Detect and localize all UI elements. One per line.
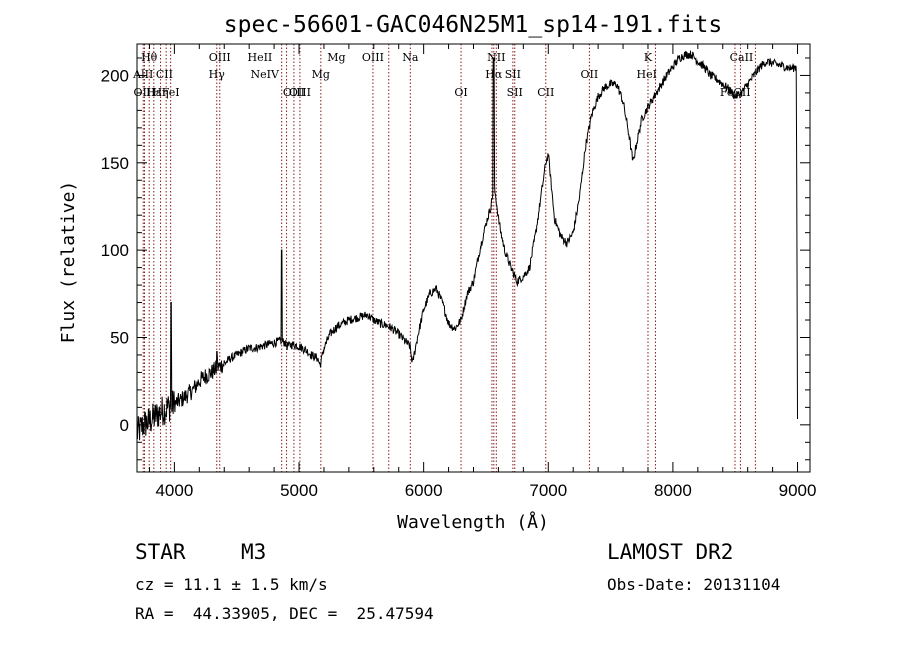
x-tick-label: 6000 [405, 481, 443, 500]
x-tick-label: 9000 [779, 481, 817, 500]
object-class: STAR [135, 540, 186, 564]
observation-date: Obs-Date: 20131104 [607, 575, 781, 594]
spectrum-series [136, 50, 798, 441]
line-labels: HθAlIIOIIIHεHηCIIFeIOIIIHγHeIINeIVOIIIOI… [132, 51, 753, 99]
x-tick-label: 7000 [529, 481, 567, 500]
x-tick-label: 5000 [280, 481, 318, 500]
line-label: OIII [133, 86, 155, 99]
survey-name: LAMOST DR2 [607, 540, 734, 564]
x-axis-label: Wavelength (Å) [397, 511, 549, 533]
line-label: AlII [132, 68, 153, 81]
x-tick-label: 4000 [155, 481, 193, 500]
y-tick-label: 0 [120, 416, 129, 435]
line-label: NII [487, 51, 505, 64]
coordinates: RA = 44.33905, DEC = 25.47594 [135, 604, 434, 623]
line-label: Mg [312, 68, 330, 81]
line-label: OII [581, 68, 599, 81]
line-label: FeI [162, 86, 180, 99]
line-label: CII [537, 86, 554, 99]
line-label: Hγ [209, 68, 226, 81]
line-label: OI [454, 86, 467, 99]
line-markers [142, 44, 756, 472]
line-label: NeIV [251, 68, 280, 81]
line-label: OIII [289, 86, 311, 99]
x-axis: 4000 5000 6000 7000 8000 9000 [148, 44, 817, 500]
y-axis-label: Flux (relative) [58, 181, 79, 344]
line-label: CII [156, 68, 173, 81]
chart-title: spec-56601-GAC046N25M1_sp14-191.fits [224, 12, 723, 38]
line-label: OIII [362, 51, 384, 64]
line-label: SII [507, 86, 523, 99]
spectrum-line [136, 50, 798, 441]
line-label: Na [402, 51, 419, 64]
redshift-cz: cz = 11.1 ± 1.5 km/s [135, 575, 328, 594]
line-label: Hη [152, 86, 168, 99]
line-label: OIII [283, 86, 305, 99]
line-label: K [644, 51, 653, 64]
line-label: HeI [637, 68, 657, 81]
y-tick-label: 200 [101, 66, 129, 85]
line-label: OIII [209, 51, 231, 64]
y-tick-label: 150 [101, 154, 129, 173]
y-axis: 0 50 100 150 200 [101, 57, 810, 461]
line-label: FeCII [720, 86, 751, 99]
line-label: Hε [146, 86, 162, 99]
object-subclass: M3 [241, 540, 267, 564]
line-label: HeII [247, 51, 272, 64]
x-tick-label: 8000 [654, 481, 692, 500]
y-tick-label: 50 [110, 328, 129, 347]
line-label: CaII [730, 51, 754, 64]
line-label: Hθ [141, 51, 158, 64]
plot-frame [136, 43, 811, 473]
line-label: SII [505, 68, 521, 81]
line-label: Hα [485, 68, 503, 81]
line-label: Mg [327, 51, 345, 64]
y-tick-label: 100 [101, 241, 129, 260]
